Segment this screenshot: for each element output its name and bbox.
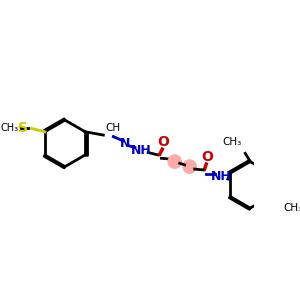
Text: N: N: [120, 137, 130, 150]
Circle shape: [168, 155, 182, 168]
Text: CH₃: CH₃: [0, 123, 18, 133]
Text: O: O: [201, 150, 213, 164]
Text: CH: CH: [105, 123, 120, 134]
Text: S: S: [18, 122, 28, 135]
Text: CH₃: CH₃: [284, 203, 300, 213]
Text: CH₃: CH₃: [223, 137, 242, 147]
Circle shape: [183, 160, 196, 173]
Text: NH: NH: [211, 170, 232, 183]
Text: O: O: [157, 135, 169, 149]
Text: NH: NH: [131, 143, 152, 157]
